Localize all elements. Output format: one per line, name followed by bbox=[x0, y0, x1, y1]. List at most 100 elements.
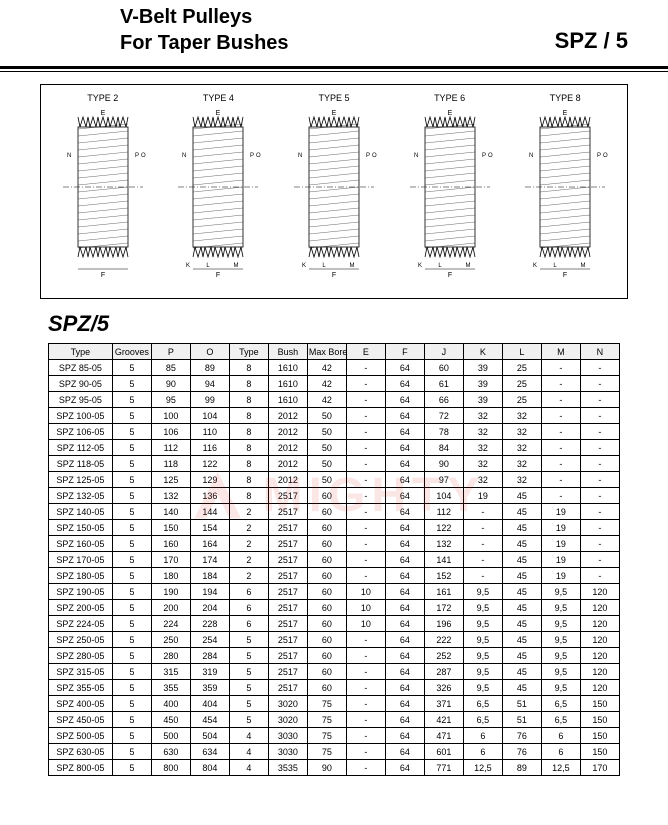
table-cell: 5 bbox=[229, 632, 268, 648]
table-cell: 45 bbox=[502, 536, 541, 552]
pulley-schematic: EFPONLMK bbox=[168, 107, 268, 282]
table-cell: 5 bbox=[112, 680, 151, 696]
table-cell: 64 bbox=[385, 728, 424, 744]
table-column-header: P bbox=[151, 344, 190, 360]
svg-text:N: N bbox=[414, 153, 418, 159]
table-cell: 129 bbox=[190, 472, 229, 488]
table-cell: 110 bbox=[190, 424, 229, 440]
table-column-header: L bbox=[502, 344, 541, 360]
table-cell: 5 bbox=[112, 520, 151, 536]
table-cell: 400 bbox=[151, 696, 190, 712]
table-cell: 60 bbox=[307, 616, 346, 632]
table-cell: 152 bbox=[424, 568, 463, 584]
table-cell: 2517 bbox=[268, 488, 307, 504]
svg-text:K: K bbox=[186, 263, 190, 269]
table-cell: 150 bbox=[580, 712, 619, 728]
table-cell: 5 bbox=[112, 536, 151, 552]
table-cell: 112 bbox=[424, 504, 463, 520]
table-column-header: J bbox=[424, 344, 463, 360]
table-cell: - bbox=[346, 712, 385, 728]
table-row: SPZ 190-055190194625176010641619,5459,51… bbox=[49, 584, 620, 600]
table-row: SPZ 90-05590948161042-64613925-- bbox=[49, 376, 620, 392]
table-cell: 12,5 bbox=[463, 760, 502, 776]
table-cell: - bbox=[346, 696, 385, 712]
table-cell: 2517 bbox=[268, 584, 307, 600]
table-cell: 5 bbox=[229, 648, 268, 664]
table-cell: 6,5 bbox=[463, 696, 502, 712]
table-cell: - bbox=[541, 392, 580, 408]
spec-table: TypeGroovesPOTypeBushMax BoreEFJKLMN SPZ… bbox=[48, 343, 620, 776]
table-row: SPZ 160-0551601642251760-64132-4519- bbox=[49, 536, 620, 552]
table-cell: - bbox=[580, 520, 619, 536]
svg-text:F: F bbox=[447, 272, 451, 279]
table-cell: 2517 bbox=[268, 632, 307, 648]
table-cell: - bbox=[346, 568, 385, 584]
table-cell: 8 bbox=[229, 392, 268, 408]
table-cell: 64 bbox=[385, 552, 424, 568]
table-cell: 64 bbox=[385, 760, 424, 776]
table-cell: - bbox=[580, 408, 619, 424]
table-cell: 78 bbox=[424, 424, 463, 440]
table-cell: 50 bbox=[307, 472, 346, 488]
table-cell: 800 bbox=[151, 760, 190, 776]
table-row: SPZ 630-0556306344303075-646016766150 bbox=[49, 744, 620, 760]
table-cell: 804 bbox=[190, 760, 229, 776]
table-cell: SPZ 630-05 bbox=[49, 744, 113, 760]
table-cell: 8 bbox=[229, 408, 268, 424]
table-cell: - bbox=[346, 472, 385, 488]
table-cell: 9,5 bbox=[463, 648, 502, 664]
table-cell: 60 bbox=[307, 520, 346, 536]
svg-text:N: N bbox=[182, 153, 186, 159]
table-cell: SPZ 150-05 bbox=[49, 520, 113, 536]
table-cell: - bbox=[346, 664, 385, 680]
table-cell: 122 bbox=[424, 520, 463, 536]
table-cell: SPZ 200-05 bbox=[49, 600, 113, 616]
table-cell: - bbox=[346, 552, 385, 568]
table-column-header: O bbox=[190, 344, 229, 360]
svg-text:P: P bbox=[250, 153, 254, 159]
table-column-header: Type bbox=[229, 344, 268, 360]
table-cell: 2517 bbox=[268, 520, 307, 536]
table-column-header: K bbox=[463, 344, 502, 360]
table-cell: 8 bbox=[229, 440, 268, 456]
table-column-header: F bbox=[385, 344, 424, 360]
table-cell: 42 bbox=[307, 392, 346, 408]
table-cell: 64 bbox=[385, 584, 424, 600]
table-cell: 144 bbox=[190, 504, 229, 520]
table-cell: - bbox=[580, 504, 619, 520]
table-cell: 45 bbox=[502, 488, 541, 504]
table-cell: 471 bbox=[424, 728, 463, 744]
table-cell: 106 bbox=[151, 424, 190, 440]
table-cell: 228 bbox=[190, 616, 229, 632]
table-cell: 10 bbox=[346, 584, 385, 600]
table-cell: 2 bbox=[229, 552, 268, 568]
table-cell: - bbox=[346, 648, 385, 664]
table-cell: 224 bbox=[151, 616, 190, 632]
table-cell: 85 bbox=[151, 360, 190, 376]
svg-text:L: L bbox=[207, 263, 211, 269]
table-cell: SPZ 315-05 bbox=[49, 664, 113, 680]
pulley-diagram: TYPE 6EFPONLMK bbox=[392, 93, 508, 282]
table-cell: 32 bbox=[502, 424, 541, 440]
table-cell: 2 bbox=[229, 504, 268, 520]
table-cell: 72 bbox=[424, 408, 463, 424]
table-cell: - bbox=[346, 392, 385, 408]
table-row: SPZ 355-0553553595251760-643269,5459,512… bbox=[49, 680, 620, 696]
table-cell: - bbox=[580, 440, 619, 456]
pulley-diagram: TYPE 2EFPON bbox=[45, 93, 161, 282]
diagram-type-label: TYPE 4 bbox=[203, 93, 234, 103]
header-right-label: SPZ / 5 bbox=[555, 28, 628, 56]
svg-text:M: M bbox=[349, 263, 354, 269]
table-cell: 6 bbox=[463, 744, 502, 760]
table-cell: 9,5 bbox=[463, 664, 502, 680]
table-cell: 6,5 bbox=[463, 712, 502, 728]
header-title-line1: V-Belt Pulleys bbox=[120, 4, 289, 30]
table-cell: 5 bbox=[112, 472, 151, 488]
table-cell: 5 bbox=[112, 664, 151, 680]
svg-text:K: K bbox=[533, 263, 537, 269]
table-cell: 99 bbox=[190, 392, 229, 408]
table-cell: 5 bbox=[112, 456, 151, 472]
table-cell: 10 bbox=[346, 616, 385, 632]
table-cell: 32 bbox=[502, 408, 541, 424]
table-cell: 39 bbox=[463, 376, 502, 392]
